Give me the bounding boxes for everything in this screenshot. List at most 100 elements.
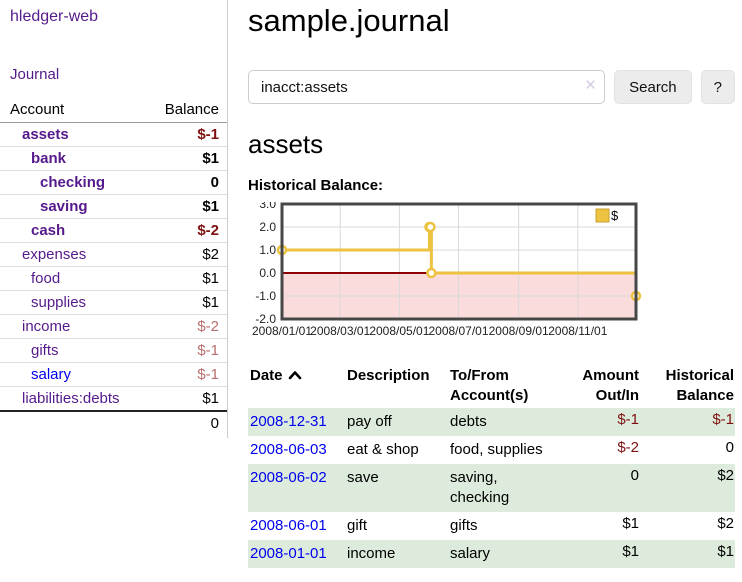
transaction-date-link[interactable]: 2008-06-02 [250,469,327,486]
accounts-header-row: Account Balance [0,98,227,123]
transaction-description: gift [347,517,368,534]
sort-ascending-icon [288,366,302,386]
account-link[interactable]: gifts [31,342,59,359]
transaction-date-cell: 2008-06-02 [248,464,345,512]
transaction-balance: $1 [640,540,735,568]
account-balance: $1 [202,150,219,167]
register-header-balance: Historical Balance [665,367,734,404]
account-link[interactable]: supplies [31,294,87,311]
account-balance: $-1 [197,342,219,359]
transaction-balance: $-1 [640,408,735,436]
account-row: salary $-1 [0,362,227,387]
account-balance: $1 [202,294,219,311]
x-axis-tick-label: 2008/07/01 [428,324,488,338]
transaction-amount: $-2 [617,439,639,456]
account-link[interactable]: food [31,270,61,287]
legend-swatch [595,208,610,223]
register-row: 2008-06-03 eat & shop food, supplies $-2 0 [248,436,735,464]
transaction-description: save [345,464,448,512]
transaction-accounts: food, supplies [450,441,543,458]
account-link[interactable]: cash [31,222,66,239]
x-axis-tick-label: 2008/11/01 [548,324,607,338]
search-box: × [248,70,606,104]
transaction-accounts: gifts [450,517,478,534]
data-point-marker [425,221,436,233]
accounts-header-account: Account [0,98,142,123]
x-axis-tick-label: 2008/05/01 [369,324,429,338]
transaction-amount: 0 [560,464,640,512]
account-row: supplies $1 [0,290,227,315]
historical-balance-chart: 3.0 2.0 1.0 0.0 -1.0 -2.0 2008/01/01 2008/03/01… [248,197,735,346]
accounts-table: Account Balance assets $-1 bank $1 checking 0… [0,98,227,435]
transaction-date-cell: 2008-06-01 [248,512,345,540]
help-button[interactable]: ? [700,70,735,104]
transaction-balance: $2 [640,464,735,512]
chart-title: Historical Balance: [248,177,384,194]
accounts-total-balance: 0 [210,415,219,432]
search-button[interactable]: Search [614,70,692,104]
transaction-date-link[interactable]: 2008-06-01 [250,517,327,534]
account-link[interactable]: assets [22,126,69,143]
account-row: liabilities:debts $1 [0,386,227,412]
account-link[interactable]: saving [40,198,88,215]
register-header-amount: Amount Out/In [582,367,639,404]
account-link[interactable]: salary [31,366,72,383]
transaction-date-link[interactable]: 2008-01-01 [250,545,327,562]
account-balance: $1 [202,198,219,215]
account-link[interactable]: liabilities:debts [22,390,120,407]
transaction-accounts: debts [448,408,560,436]
account-row: assets $-1 [0,122,227,147]
transaction-date-link[interactable]: 2008-06-03 [250,441,327,458]
transaction-accounts: saving, checking [448,464,560,512]
y-axis-tick-label: 3.0 [259,202,276,211]
balance-chart-svg: 3.0 2.0 1.0 0.0 -1.0 -2.02008/01/012008/03/01… [252,197,642,338]
account-balance: $-2 [197,222,219,239]
register-header-row: Date Description To/From Account(s) Amou… [248,364,735,408]
transaction-amount: $1 [560,540,640,568]
account-link[interactable]: expenses [22,246,87,263]
account-link[interactable]: income [22,318,71,335]
account-row: cash $-2 [0,218,227,243]
account-balance: 0 [210,174,219,191]
y-axis-tick-label: -2.0 [255,312,276,326]
clear-search-icon[interactable]: × [585,75,597,96]
sidebar: hledger-web Journal Account Balance asse… [0,0,228,438]
account-balance: $1 [202,390,219,407]
account-balance: $-1 [197,366,219,383]
transaction-date-link[interactable]: 2008-12-31 [250,413,327,430]
transaction-amount: $1 [622,515,639,532]
register-header-description: Description [347,367,430,384]
account-balance: $-1 [197,126,219,143]
register-table: Date Description To/From Account(s) Amou… [248,364,735,568]
accounts-header-balance: Balance [141,98,227,123]
data-point-marker [426,267,437,279]
x-axis-tick-label: 2008/03/01 [310,324,370,338]
transaction-date-cell: 2008-06-03 [248,436,345,464]
transaction-balance: 0 [725,439,734,456]
account-row: expenses $2 [0,242,227,267]
account-row: gifts $-1 [0,338,227,363]
transaction-date-cell: 2008-12-31 [248,408,345,436]
account-row: bank $1 [0,146,227,171]
search-input[interactable] [248,70,606,104]
x-axis-tick-label: 2008/01/01 [252,324,312,338]
account-balance: $1 [202,270,219,287]
account-balance: $2 [202,246,219,263]
legend-label: $ [611,208,619,223]
transaction-description: pay off [345,408,448,436]
account-link[interactable]: checking [40,174,106,191]
accounts-total-row: 0 [0,411,227,435]
page-title: sample.journal [248,3,450,38]
register-row: 2008-06-01 gift gifts $1 $2 [248,512,735,540]
transaction-description: eat & shop [347,441,419,458]
transaction-accounts: salary [448,540,560,568]
brand-link[interactable]: hledger-web [10,8,99,25]
account-heading: assets [248,129,324,159]
y-axis-tick-label: -1.0 [255,289,276,303]
register-header-date[interactable]: Date [248,364,345,408]
sidebar-item-journal[interactable]: Journal [10,66,60,83]
account-row: checking 0 [0,170,227,195]
transaction-balance: $2 [717,515,734,532]
account-link[interactable]: bank [31,150,67,167]
